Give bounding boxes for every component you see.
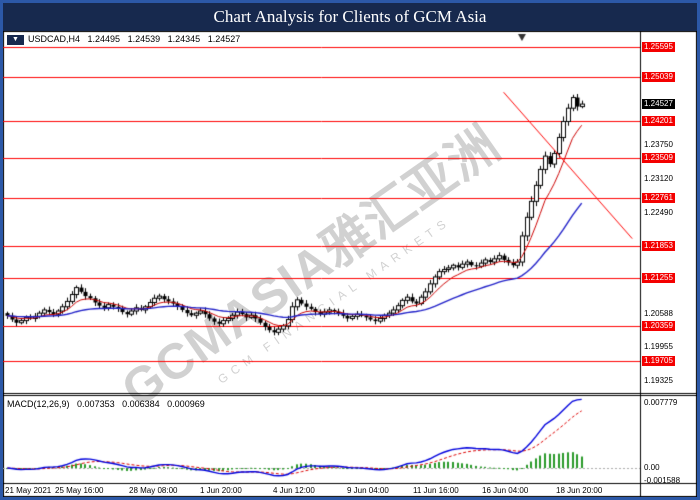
time-axis-label: 16 Jun 04:00 [482,486,529,495]
macd-axis-label: 0.00 [644,463,660,472]
price-axis-label: 1.19955 [644,342,673,351]
triangle-down-icon: ▼ [12,36,19,43]
price-axis-label: 1.23120 [644,174,673,183]
ohlc-header: USDCAD,H4 1.24495 1.24539 1.24345 1.2452… [28,34,245,44]
price-axis-label: 1.24527 [642,99,675,109]
price-axis-label: 1.24201 [642,116,675,126]
chart-symbol-widget[interactable]: ▼ [7,35,24,45]
time-axis-label: 9 Jun 04:00 [347,486,389,495]
macd-histogram-value: 0.000969 [167,399,205,409]
symbol-timeframe-label: USDCAD,H4 [28,34,81,44]
time-axis-label: 1 Jun 20:00 [200,486,242,495]
price-axis-label: 1.20588 [644,309,673,318]
low-value: 1.24345 [167,34,201,44]
macd-signal-value: 0.006384 [122,399,160,409]
time-axis-label: 11 Jun 16:00 [413,486,459,495]
price-axis-label: 1.23750 [644,140,673,149]
price-axis-label: 1.25039 [642,72,675,82]
price-axis-label: 1.22490 [644,208,673,217]
price-axis-label: 1.19325 [644,376,673,385]
price-axis-label: 1.25595 [642,42,675,52]
chart-area: GCMASIA雅汇亚洲 GCM FINANCIAL MARKETS ▼ USDC… [3,31,697,497]
high-value: 1.24539 [127,34,161,44]
candlestick-chart-canvas[interactable] [3,31,697,497]
price-axis-label: 1.21255 [642,273,675,283]
time-axis-label: 21 May 2021 [5,486,52,495]
macd-axis-label: 0.007779 [644,398,678,407]
time-axis-label: 25 May 16:00 [55,486,104,495]
price-axis-label: 1.21853 [642,241,675,251]
time-axis-label: 4 Jun 12:00 [273,486,315,495]
price-axis-label: 1.20359 [642,321,675,331]
banner-title: Chart Analysis for Clients of GCM Asia [3,3,697,31]
macd-indicator-label: MACD(12,26,9) [7,399,70,409]
open-value: 1.24495 [87,34,121,44]
close-value: 1.24527 [207,34,241,44]
macd-axis-label: -0.001588 [644,476,681,485]
time-axis-label: 18 Jun 20:00 [556,486,603,495]
macd-header: MACD(12,26,9) 0.007353 0.006384 0.000969 [7,399,210,409]
time-axis-label: 28 May 08:00 [129,486,178,495]
price-axis-label: 1.23509 [642,153,675,163]
macd-main-value: 0.007353 [77,399,115,409]
price-axis-label: 1.19705 [642,356,675,366]
price-axis-label: 1.22761 [642,193,675,203]
